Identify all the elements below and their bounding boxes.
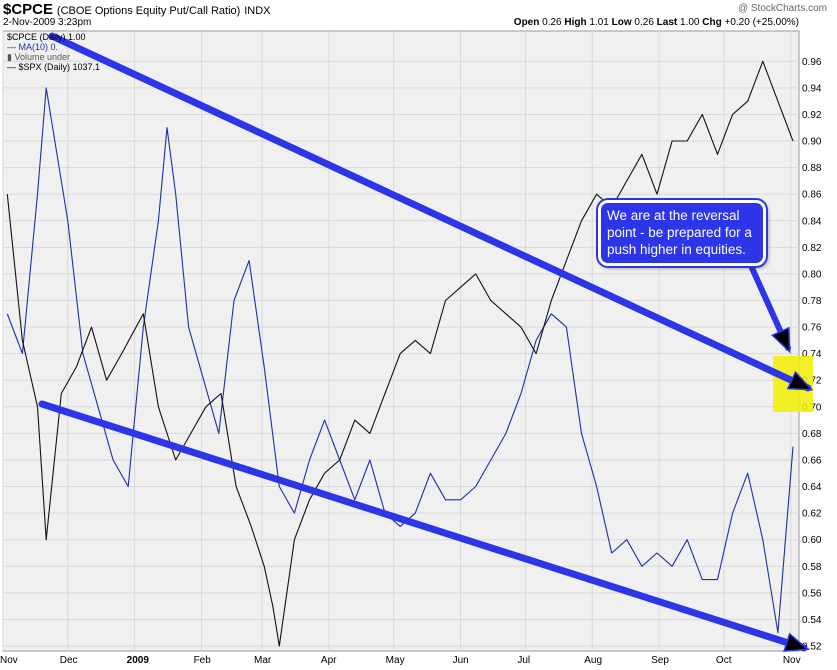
- reversal-callout: We are at the reversal point - be prepar…: [598, 200, 766, 266]
- y-tick-label: 0.58: [802, 562, 822, 573]
- x-tick-label: Mar: [254, 655, 272, 666]
- y-tick-label: 0.56: [802, 588, 822, 599]
- last-label: Last: [656, 17, 678, 28]
- legend: $CPCE (Daily) 1.00 — MA(10) 0. ▮ Volume …: [7, 32, 100, 72]
- quote-summary: Open 0.26 High 1.01 Low 0.26 Last 1.00 C…: [514, 17, 799, 28]
- last-value: 1.00: [680, 17, 700, 28]
- y-tick-label: 0.84: [802, 216, 822, 227]
- legend-volume: ▮ Volume under: [7, 52, 70, 62]
- x-tick-label: Jul: [517, 655, 530, 666]
- chart-date: 2-Nov-2009 3:23pm: [3, 17, 92, 28]
- y-tick-label: 0.88: [802, 163, 822, 174]
- legend-spx: — $SPX (Daily) 1037.1: [7, 62, 101, 72]
- y-tick-label: 0.52: [802, 642, 822, 653]
- x-tick-label: Nov: [0, 655, 18, 666]
- high-value: 1.01: [589, 17, 609, 28]
- x-axis: Nov Dec 2009 Feb Mar Apr May Jun Jul Aug Sep Oct Nov: [0, 655, 801, 666]
- x-tick-label: Apr: [321, 655, 337, 666]
- x-tick-label: 2009: [127, 655, 150, 666]
- y-tick-label: 0.94: [802, 83, 822, 94]
- spx-series-line: [6, 60, 794, 647]
- legend-volume-label: Volume under: [14, 52, 70, 62]
- y-tick-label: 0.74: [802, 349, 822, 360]
- legend-spx-label: $SPX (Daily) 1037.1: [18, 62, 101, 72]
- y-tick-label: 0.66: [802, 455, 822, 466]
- y-tick-label: 0.80: [802, 269, 822, 280]
- chart-title: $CPCE (CBOE Options Equity Put/Call Rati…: [3, 1, 271, 18]
- x-tick-label: Dec: [60, 655, 78, 666]
- low-value: 0.26: [634, 17, 654, 28]
- open-label: Open: [513, 17, 540, 28]
- lower-trend-arrow: [38, 400, 808, 652]
- exchange: INDX: [244, 5, 271, 17]
- annotation-arrows: [38, 32, 814, 652]
- y-tick-label: 0.54: [802, 615, 822, 626]
- x-tick-label: Aug: [584, 655, 602, 666]
- legend-cpce: $CPCE (Daily) 1.00: [7, 32, 86, 42]
- lower-trend-arrow-head: [783, 632, 810, 652]
- x-tick-label: Nov: [783, 655, 801, 666]
- y-tick-label: 0.76: [802, 323, 822, 334]
- y-tick-label: 0.60: [802, 535, 822, 546]
- open-value: 0.26: [542, 17, 562, 28]
- y-tick-label: 0.68: [802, 429, 822, 440]
- upper-trend-arrow: [48, 32, 812, 392]
- plot-area: [2, 30, 800, 652]
- y-tick-label: 0.90: [802, 137, 822, 148]
- brand-label: @ StockCharts.com: [737, 3, 827, 14]
- x-tick-label: Oct: [716, 655, 732, 666]
- y-tick-label: 0.92: [802, 110, 822, 121]
- y-tick-label: 0.64: [802, 482, 822, 493]
- y-tick-label: 0.78: [802, 296, 822, 307]
- y-tick-label: 0.82: [802, 243, 822, 254]
- symbol: $CPCE: [3, 1, 54, 18]
- chart-header: $CPCE (CBOE Options Equity Put/Call Rati…: [0, 0, 837, 30]
- upper-trend-arrow-head: [786, 370, 814, 391]
- x-tick-label: Feb: [194, 655, 212, 666]
- symbol-description: (CBOE Options Equity Put/Call Ratio): [56, 5, 241, 17]
- chg-value: +0.20 (+25.00%): [724, 17, 800, 28]
- legend-ma-label: MA(10) 0.: [18, 42, 59, 52]
- callout-pointer-head: [771, 326, 791, 354]
- y-tick-label: 0.96: [802, 57, 822, 68]
- chg-label: Chg: [702, 17, 722, 28]
- y-axis: 0.96 0.94 0.92 0.90 0.88 0.86 0.84 0.82 0.80 0.78…: [802, 57, 822, 653]
- x-tick-label: Sep: [651, 655, 669, 666]
- high-label: High: [564, 17, 587, 28]
- y-tick-label: 0.62: [802, 509, 822, 520]
- grid: [2, 31, 799, 651]
- y-tick-label: 0.86: [802, 190, 822, 201]
- legend-ma: — MA(10) 0.: [7, 42, 59, 52]
- x-tick-label: May: [386, 655, 405, 666]
- x-tick-label: Jun: [453, 655, 469, 666]
- low-label: Low: [611, 17, 632, 28]
